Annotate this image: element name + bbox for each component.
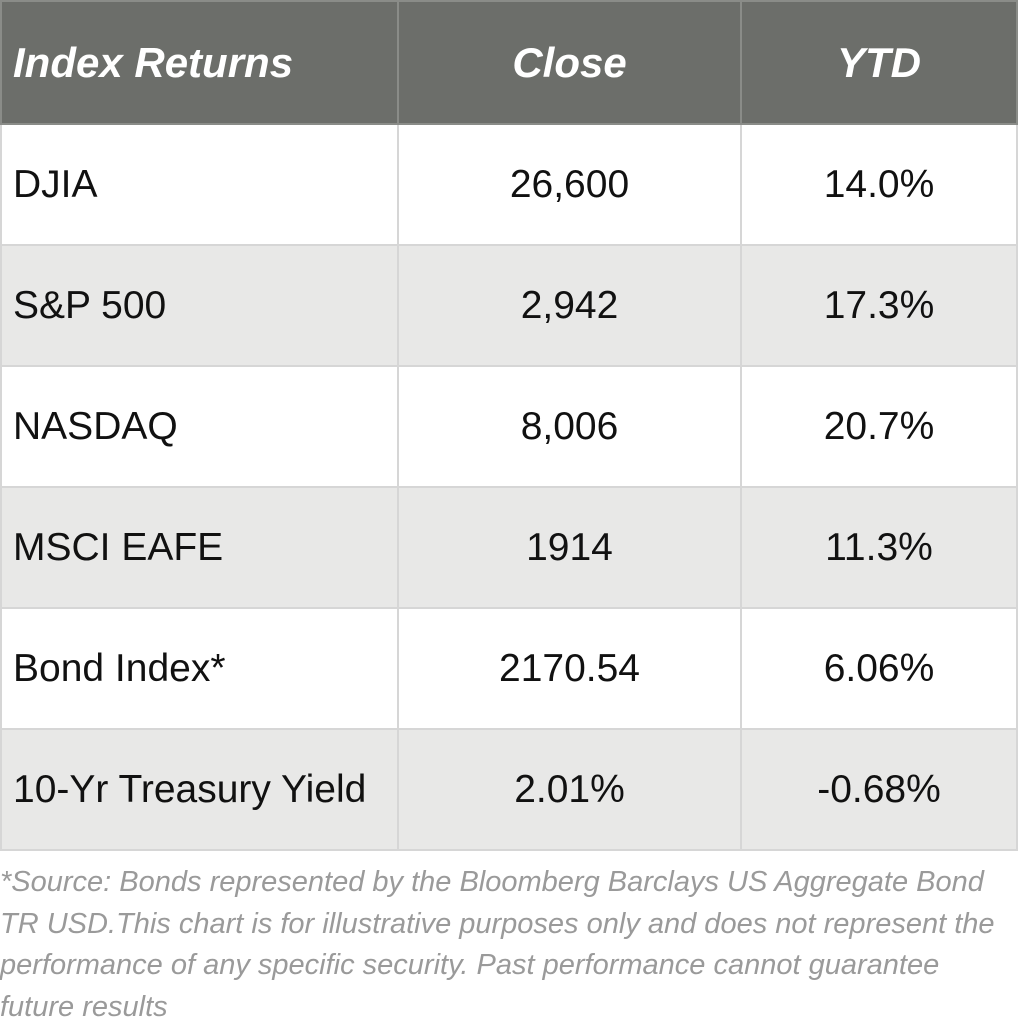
source-footnote: *Source: Bonds represented by the Bloomb…	[0, 866, 995, 1023]
index-name-cell: Bond Index*	[0, 607, 399, 730]
close-value-cell: 2,942	[397, 244, 742, 367]
index-name-cell: NASDAQ	[0, 365, 399, 488]
table-row: 10-Yr Treasury Yield 2.01% -0.68%	[0, 728, 1018, 851]
table-header-row: Index Returns Close YTD	[0, 0, 1018, 125]
index-returns-table: Index Returns Close YTD DJIA 26,600 14.0…	[0, 0, 1018, 851]
index-name-cell: DJIA	[0, 123, 399, 246]
table-row: S&P 500 2,942 17.3%	[0, 244, 1018, 367]
index-returns-table-container: Index Returns Close YTD DJIA 26,600 14.0…	[0, 0, 1018, 851]
index-name-cell: 10-Yr Treasury Yield	[0, 728, 399, 851]
ytd-value-cell: 6.06%	[740, 607, 1018, 730]
table-row: Bond Index* 2170.54 6.06%	[0, 607, 1018, 730]
column-header-index-returns: Index Returns	[0, 0, 399, 125]
close-value-cell: 2.01%	[397, 728, 742, 851]
column-header-ytd: YTD	[740, 0, 1018, 125]
index-name-cell: MSCI EAFE	[0, 486, 399, 609]
table-row: NASDAQ 8,006 20.7%	[0, 365, 1018, 488]
column-header-close: Close	[397, 0, 742, 125]
table-row: MSCI EAFE 1914 11.3%	[0, 486, 1018, 609]
ytd-value-cell: -0.68%	[740, 728, 1018, 851]
close-value-cell: 26,600	[397, 123, 742, 246]
ytd-value-cell: 14.0%	[740, 123, 1018, 246]
index-name-cell: S&P 500	[0, 244, 399, 367]
close-value-cell: 2170.54	[397, 607, 742, 730]
ytd-value-cell: 20.7%	[740, 365, 1018, 488]
ytd-value-cell: 11.3%	[740, 486, 1018, 609]
close-value-cell: 8,006	[397, 365, 742, 488]
close-value-cell: 1914	[397, 486, 742, 609]
table-row: DJIA 26,600 14.0%	[0, 123, 1018, 246]
ytd-value-cell: 17.3%	[740, 244, 1018, 367]
